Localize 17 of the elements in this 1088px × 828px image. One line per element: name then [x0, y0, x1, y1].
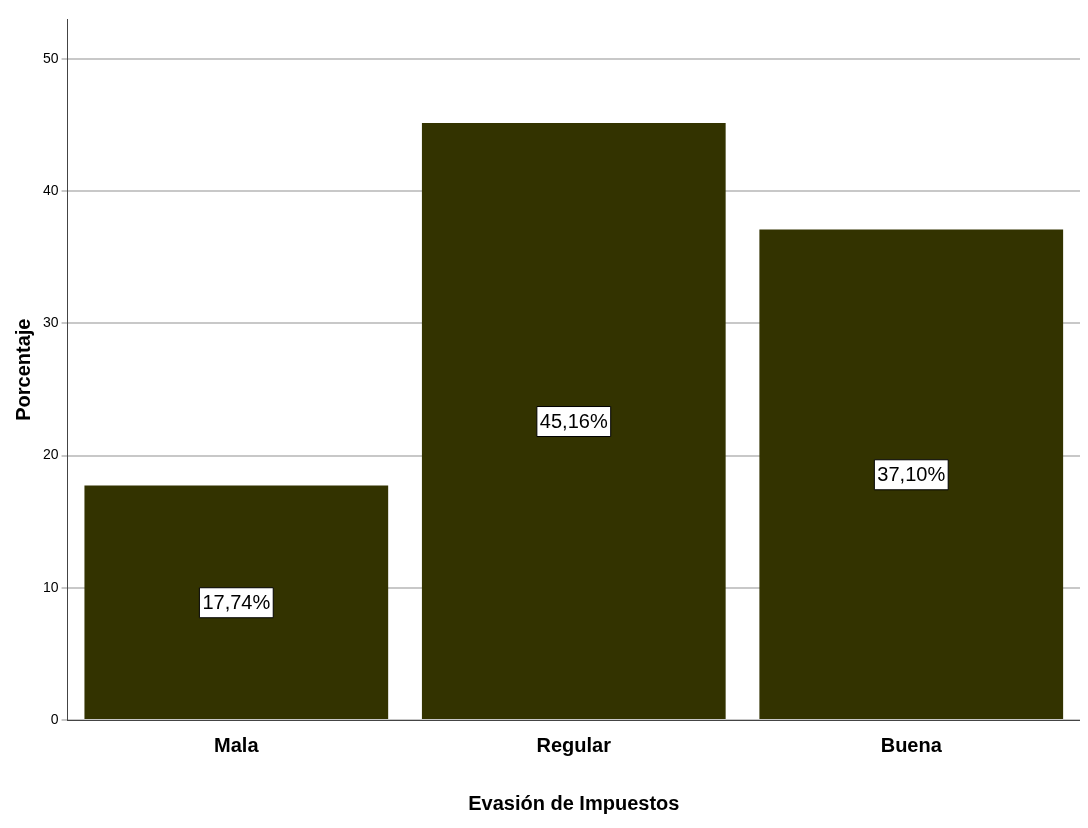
- bar: [84, 485, 389, 719]
- data-label: 17,74%: [202, 591, 271, 614]
- y-tick-label: 30: [42, 314, 59, 331]
- data-label: 45,16%: [539, 410, 608, 433]
- x-tick-label: Buena: [880, 733, 943, 756]
- x-tick-label: Regular: [536, 733, 612, 756]
- y-tick-label: 40: [42, 182, 59, 199]
- bar: [421, 123, 726, 719]
- x-axis-title: Evasión de Impuestos: [468, 791, 680, 814]
- y-tick-label: 20: [42, 446, 59, 463]
- y-tick-label: 10: [42, 578, 59, 595]
- y-tick-label: 0: [50, 710, 59, 727]
- data-label: 37,10%: [877, 463, 946, 486]
- bar: [759, 229, 1064, 719]
- x-tick-label: Mala: [214, 733, 260, 756]
- y-axis-title: Porcentaje: [11, 318, 34, 421]
- y-tick-label: 50: [42, 49, 59, 66]
